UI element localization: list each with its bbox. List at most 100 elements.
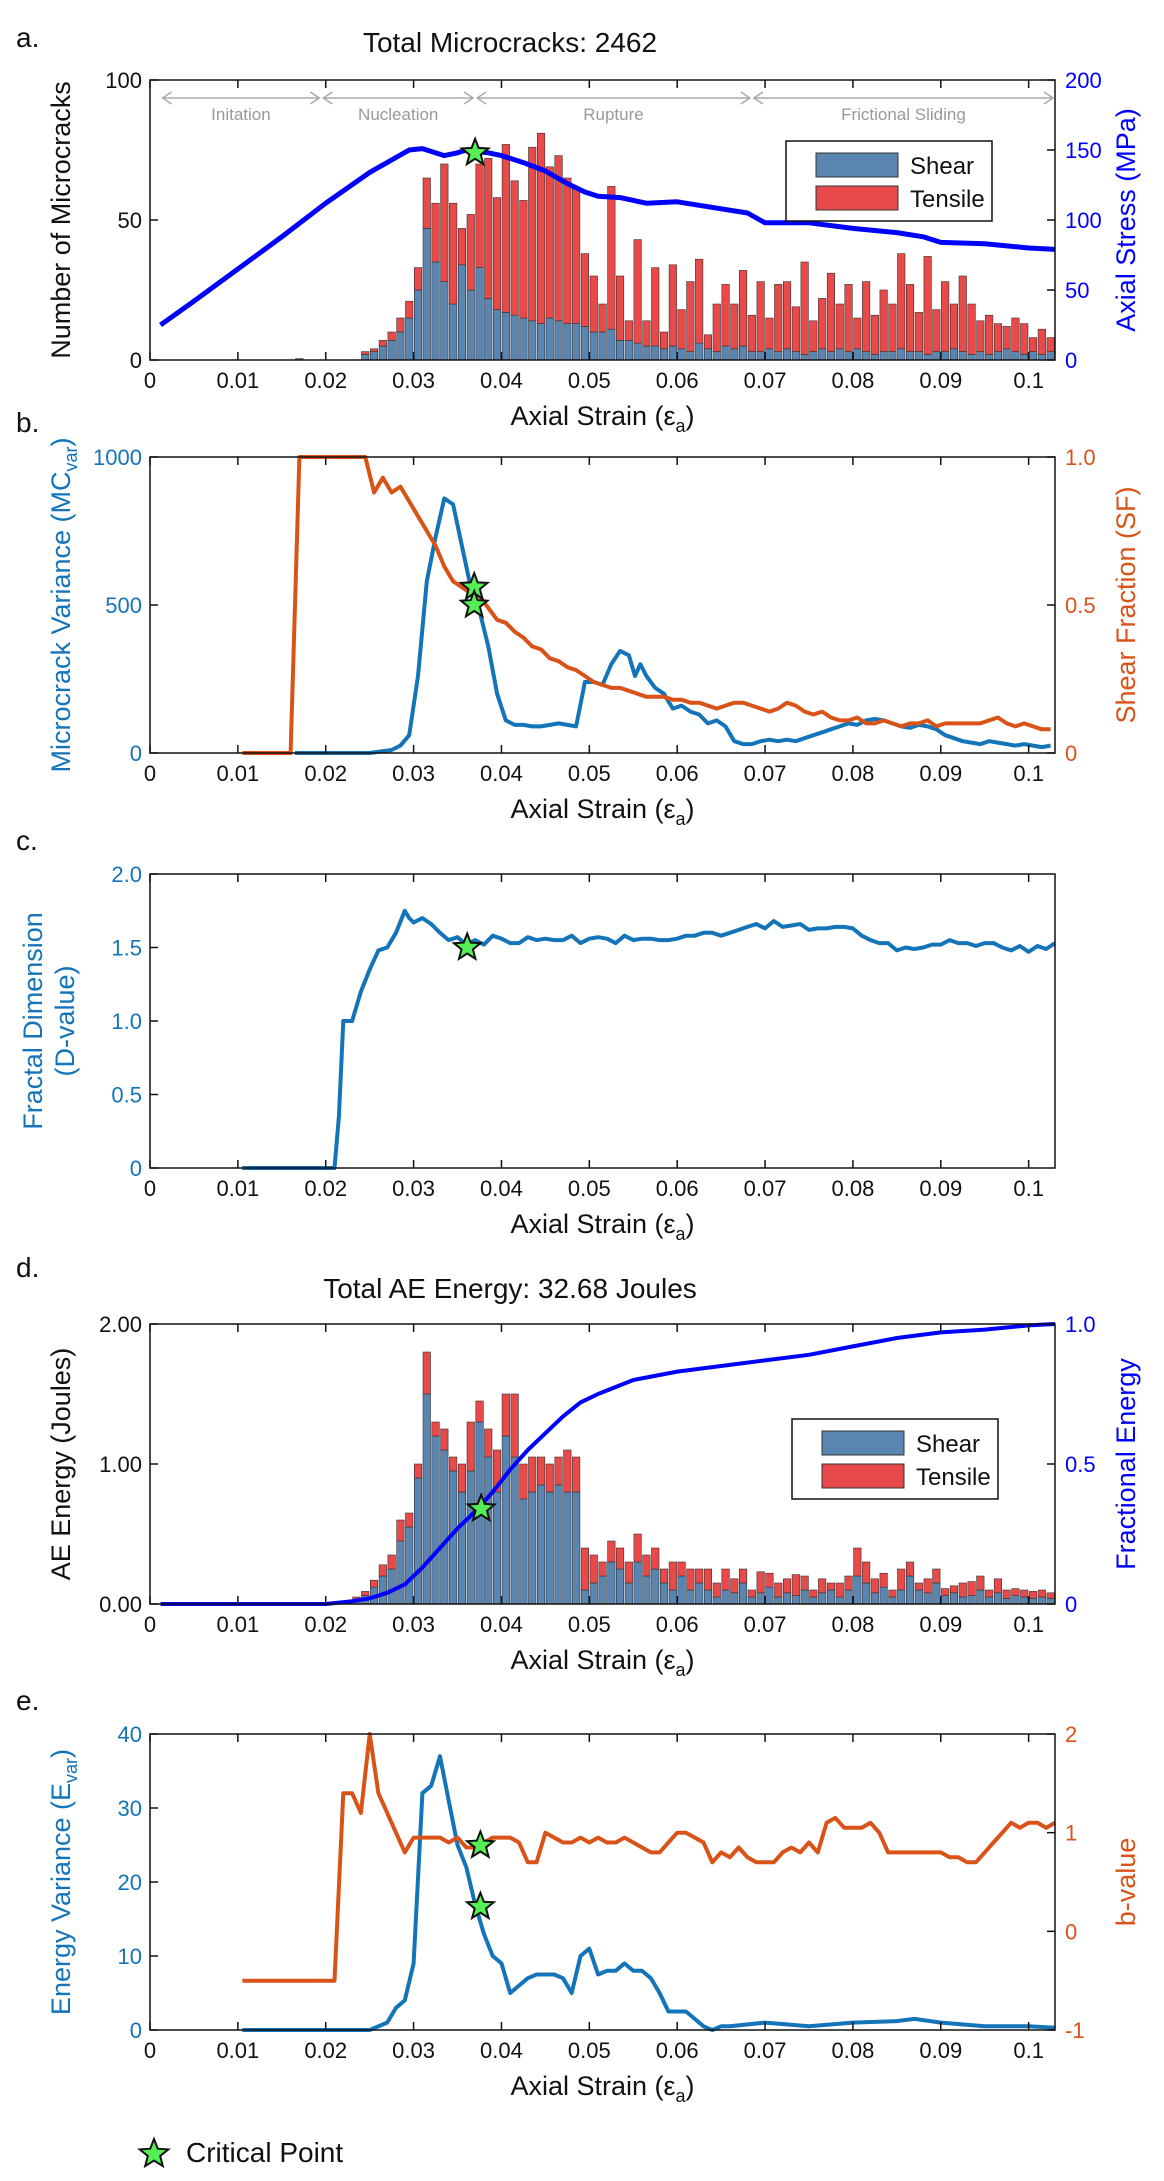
x-tick-label: 0 (144, 761, 156, 786)
y-tick-label-right: 1.0 (1065, 1312, 1096, 1337)
shear-bar (958, 351, 967, 361)
tensile-bar (492, 1449, 502, 1493)
shear-bar (818, 348, 827, 361)
legend-label-tensile: Tensile (910, 186, 985, 213)
shear-bar (387, 1568, 396, 1605)
shear-bar (835, 348, 844, 361)
x-axis-label: Axial Strain (εa) (510, 794, 694, 829)
x-tick-label: 0.04 (480, 368, 523, 393)
shear-bar (756, 1592, 765, 1605)
tensile-bar (879, 1572, 888, 1588)
x-tick-label: 0.08 (831, 368, 874, 393)
tensile-bar (624, 320, 633, 341)
phase-arrowhead-left (161, 91, 172, 105)
tensile-bar (712, 303, 721, 352)
y-axis-label-left: Fractal Dimension (18, 912, 48, 1130)
tensile-bar (615, 275, 625, 341)
x-tick-label: 0.08 (831, 2038, 874, 2063)
critical-point-label: Critical Point (186, 2137, 343, 2168)
x-tick-label: 0.05 (568, 2038, 611, 2063)
shear-bar (879, 351, 888, 361)
tensile-bar (378, 1564, 387, 1577)
tensile-bar (510, 1393, 519, 1458)
panel-letter: b. (16, 407, 39, 438)
shear-bar (545, 1491, 554, 1605)
tensile-bar (677, 1561, 686, 1577)
tensile-bar (413, 267, 423, 291)
tensile-bar (484, 158, 493, 299)
shear-bar (457, 264, 467, 361)
tensile-bar (738, 1568, 748, 1584)
y-axis-label-left: Energy Variance (Evar) (46, 1749, 81, 2015)
tensile-bar (633, 1533, 642, 1563)
tensile-bar (580, 253, 590, 327)
shear-bar (835, 1596, 844, 1605)
x-tick-label: 0.06 (656, 368, 699, 393)
tensile-bar (545, 166, 554, 319)
y-axis-label-right: Shear Fraction (SF) (1111, 486, 1141, 723)
critical-point-star (464, 1828, 497, 1860)
tensile-bar (457, 1463, 467, 1493)
x-tick-label: 0.05 (568, 1176, 611, 1201)
shear-bar (844, 351, 853, 361)
tensile-bar (501, 1393, 510, 1437)
shear-bar (765, 1586, 774, 1605)
tensile-bar (967, 1581, 976, 1596)
panel-e: e. 0 0.01 0.02 0.03 0.04 0.05 0.06 0.07 0.08 0.09 0… (16, 1685, 1141, 2106)
x-tick-label: 0.1 (1013, 761, 1044, 786)
tensile-bar (677, 309, 686, 350)
panel-letter: c. (16, 825, 38, 856)
shear-bar (572, 323, 581, 361)
x-tick-label: 0.06 (656, 1176, 699, 1201)
tensile-bar (361, 351, 370, 355)
tensile-bar (1046, 1592, 1055, 1599)
shear-bar (466, 1470, 475, 1605)
y-tick-label-left: 0 (130, 741, 142, 766)
tensile-bar (659, 1568, 669, 1584)
shear-bar (914, 1589, 923, 1605)
phase-label: Rupture (583, 105, 643, 124)
legend-swatch-shear (815, 152, 899, 178)
tensile-bar (492, 197, 502, 310)
shear-bar (484, 1456, 493, 1605)
tensile-bar (510, 180, 519, 316)
tensile-bar (791, 306, 800, 352)
shear-bar (651, 345, 660, 361)
x-tick-label: 0.09 (919, 761, 962, 786)
y-tick-label-right: 50 (1065, 278, 1089, 303)
tensile-bar (1046, 337, 1055, 352)
shear-bar (563, 323, 572, 361)
y-axis-label-right: b-value (1111, 1838, 1141, 1927)
shear-bar (897, 1589, 906, 1605)
axial-stress-line (159, 146, 1056, 328)
x-tick-label: 0.1 (1013, 2038, 1044, 2063)
tensile-bar (826, 272, 836, 352)
tensile-bar (589, 275, 598, 333)
shear-bar (905, 1575, 915, 1605)
shear-bar (501, 1435, 510, 1605)
tensile-bar (862, 281, 871, 352)
x-tick-label: 0.1 (1013, 368, 1044, 393)
y-tick-label-right: 100 (1065, 208, 1102, 233)
shear-bar (396, 331, 405, 361)
y-tick-label-left: 50 (118, 208, 142, 233)
tensile-bar (765, 317, 774, 350)
tensile-bar (844, 1575, 853, 1591)
shear-bar (572, 1491, 581, 1605)
x-tick-label: 0.01 (216, 2038, 259, 2063)
phase-arrowhead-right (740, 91, 752, 105)
tensile-bar (765, 1572, 774, 1588)
shear-bar (405, 1526, 414, 1605)
fractional-energy-line (160, 1322, 1056, 1606)
shear-bar (870, 354, 879, 361)
shear-bar (730, 1592, 739, 1605)
shear-bar (985, 354, 994, 361)
shear-bar (457, 1491, 467, 1605)
y-tick-label-left: 30 (118, 1796, 142, 1821)
y-tick-label-left: 0 (130, 1156, 142, 1181)
shear-bar (941, 351, 950, 361)
shear-bar (387, 340, 396, 361)
shear-bar (774, 1596, 783, 1605)
shear-bar (809, 1596, 818, 1605)
shear-bar (563, 1491, 572, 1605)
